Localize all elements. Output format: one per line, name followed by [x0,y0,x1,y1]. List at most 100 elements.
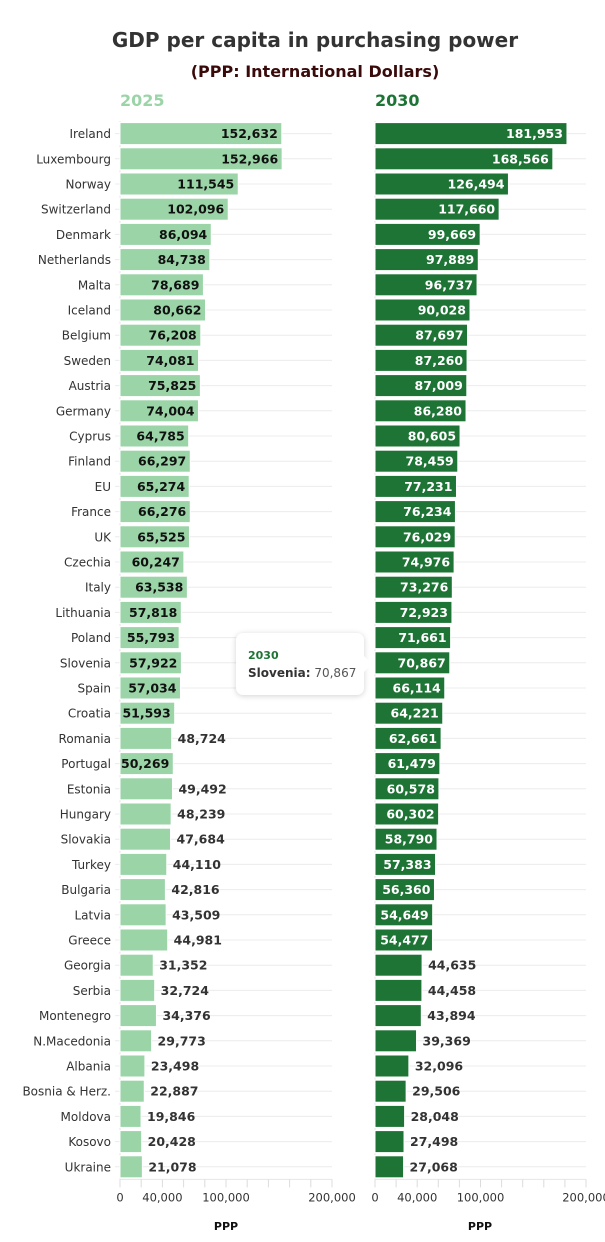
bar-2030[interactable] [374,726,442,750]
bar-2025[interactable] [119,323,202,347]
bar-2030[interactable] [374,500,456,524]
bar-2030[interactable] [374,626,452,650]
bar-2030[interactable] [374,1104,406,1128]
bar-2030[interactable] [374,1029,418,1053]
bar-2025[interactable] [119,903,167,927]
data-label: 64,785 [136,429,184,444]
bar-2025[interactable] [119,701,176,725]
bar-2030[interactable] [374,449,459,473]
data-label: 66,114 [393,681,442,696]
data-label: 58,790 [385,832,434,847]
bar-2030[interactable] [374,474,457,498]
bar-2025[interactable] [119,953,154,977]
bar-2025[interactable] [119,474,190,498]
bar-2030[interactable] [374,600,453,624]
bar-2030[interactable] [374,777,440,801]
bar-2025[interactable] [119,374,201,398]
bar-2025[interactable] [119,1054,146,1078]
bar-2025[interactable] [119,1130,143,1154]
bar-2030[interactable] [374,1079,407,1103]
bar-2030[interactable] [374,953,423,977]
bar-2025[interactable] [119,777,173,801]
bar-2030[interactable] [374,525,456,549]
bar-2030[interactable] [374,903,434,927]
bar-2025[interactable] [119,878,166,902]
bar-2030[interactable] [374,802,440,826]
bar-2030[interactable] [374,222,481,246]
bar-2030[interactable] [374,1004,422,1028]
bar-2025[interactable] [119,726,173,750]
bar-2025[interactable] [119,676,181,700]
data-label: 117,660 [438,202,495,217]
bar-2030[interactable] [374,1054,410,1078]
bar-2030[interactable] [374,1155,405,1179]
bar-2025[interactable] [119,222,212,246]
bar-2025[interactable] [119,651,182,675]
bar-2030[interactable] [374,978,423,1002]
bar-2025[interactable] [119,525,190,549]
data-label: 99,669 [428,227,476,242]
bar-2030[interactable] [374,752,441,776]
bar-2030[interactable] [374,147,554,171]
bar-2025[interactable] [119,172,239,196]
bar-2030[interactable] [374,852,437,876]
bar-2030[interactable] [374,550,455,574]
bar-2025[interactable] [119,928,169,952]
bar-2030[interactable] [374,348,468,372]
data-label: 65,525 [137,529,185,544]
bar-2025[interactable] [119,1004,157,1028]
bar-2030[interactable] [374,827,438,851]
bar-2030[interactable] [374,273,478,297]
bar-2025[interactable] [119,197,229,221]
bar-2025[interactable] [119,122,283,146]
x-tick-label: 100,000 [202,1190,250,1204]
bar-2025[interactable] [119,1079,145,1103]
bar-2030[interactable] [374,172,509,196]
bar-2030[interactable] [374,374,468,398]
bar-2030[interactable] [374,248,479,272]
bar-2025[interactable] [119,1029,153,1053]
bar-2025[interactable] [119,248,211,272]
bar-2030[interactable] [374,575,453,599]
bar-2030[interactable] [374,298,471,322]
tooltip-series: 2030 [248,649,279,662]
bar-2025[interactable] [119,273,204,297]
bar-2025[interactable] [119,802,172,826]
bar-2025[interactable] [119,1104,142,1128]
category-label: France [71,505,111,519]
data-label: 23,498 [151,1059,199,1074]
bar-2030[interactable] [374,323,469,347]
bar-2030[interactable] [374,651,451,675]
bar-2025[interactable] [119,500,191,524]
bar-2025[interactable] [119,978,156,1002]
data-label: 84,738 [158,252,206,267]
chart-subtitle: (PPP: International Dollars) [191,62,440,81]
category-label: Hungary [60,808,111,822]
bar-2030[interactable] [374,399,467,423]
category-label: Slovenia [60,656,111,670]
bar-2025[interactable] [119,626,180,650]
bar-2025[interactable] [119,1155,143,1179]
category-label: Luxembourg [36,152,111,166]
bar-2025[interactable] [119,424,190,448]
bar-2025[interactable] [119,752,174,776]
bar-2025[interactable] [119,852,168,876]
bar-2025[interactable] [119,348,200,372]
bar-2025[interactable] [119,600,182,624]
bar-2030[interactable] [374,676,446,700]
bar-2025[interactable] [119,399,199,423]
bar-2025[interactable] [119,550,185,574]
bar-2030[interactable] [374,197,500,221]
bar-2025[interactable] [119,147,283,171]
bar-2030[interactable] [374,928,433,952]
bar-2025[interactable] [119,298,207,322]
bar-2025[interactable] [119,575,188,599]
bar-2025[interactable] [119,449,191,473]
bar-2030[interactable] [374,1130,405,1154]
bar-2030[interactable] [374,122,568,146]
bar-2030[interactable] [374,701,444,725]
bar-2030[interactable] [374,878,435,902]
bar-2025[interactable] [119,827,172,851]
bar-2030[interactable] [374,424,461,448]
data-label: 42,816 [171,882,220,897]
